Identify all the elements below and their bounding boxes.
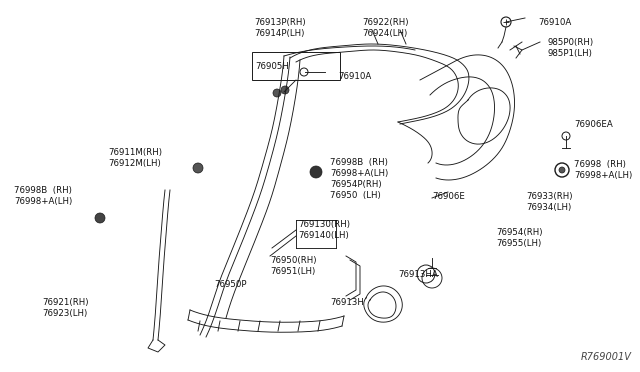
- Text: 769130(RH)
769140(LH): 769130(RH) 769140(LH): [298, 220, 350, 240]
- Circle shape: [193, 163, 203, 173]
- Text: 76911M(RH)
76912M(LH): 76911M(RH) 76912M(LH): [108, 148, 162, 168]
- Circle shape: [273, 89, 281, 97]
- Circle shape: [559, 167, 565, 173]
- Text: 76910A: 76910A: [538, 18, 572, 27]
- Text: 76998B  (RH)
76998+A(LH)
76954P(RH)
76950  (LH): 76998B (RH) 76998+A(LH) 76954P(RH) 76950…: [330, 158, 388, 200]
- Text: 76921(RH)
76923(LH): 76921(RH) 76923(LH): [42, 298, 88, 318]
- Text: 76998  (RH)
76998+A(LH): 76998 (RH) 76998+A(LH): [574, 160, 632, 180]
- Text: 76998B  (RH)
76998+A(LH): 76998B (RH) 76998+A(LH): [14, 186, 72, 206]
- Circle shape: [95, 213, 105, 223]
- Text: 76906E: 76906E: [432, 192, 465, 201]
- Text: 76905H: 76905H: [255, 62, 289, 71]
- Text: 76913H: 76913H: [330, 298, 364, 307]
- Text: 76933(RH)
76934(LH): 76933(RH) 76934(LH): [526, 192, 573, 212]
- Circle shape: [281, 86, 289, 94]
- Text: 76954(RH)
76955(LH): 76954(RH) 76955(LH): [496, 228, 543, 248]
- Text: 76906EA: 76906EA: [574, 120, 612, 129]
- Text: 985P0(RH)
985P1(LH): 985P0(RH) 985P1(LH): [548, 38, 594, 58]
- Circle shape: [310, 166, 322, 178]
- Text: R769001V: R769001V: [581, 352, 632, 362]
- Text: 76950P: 76950P: [214, 280, 246, 289]
- Text: 76950(RH)
76951(LH): 76950(RH) 76951(LH): [270, 256, 317, 276]
- Text: 76913P(RH)
76914P(LH): 76913P(RH) 76914P(LH): [254, 18, 306, 38]
- Text: 76913HA: 76913HA: [398, 270, 438, 279]
- Text: 76922(RH)
76924(LH): 76922(RH) 76924(LH): [362, 18, 408, 38]
- Text: 76910A: 76910A: [338, 72, 371, 81]
- Bar: [252, 52, 340, 80]
